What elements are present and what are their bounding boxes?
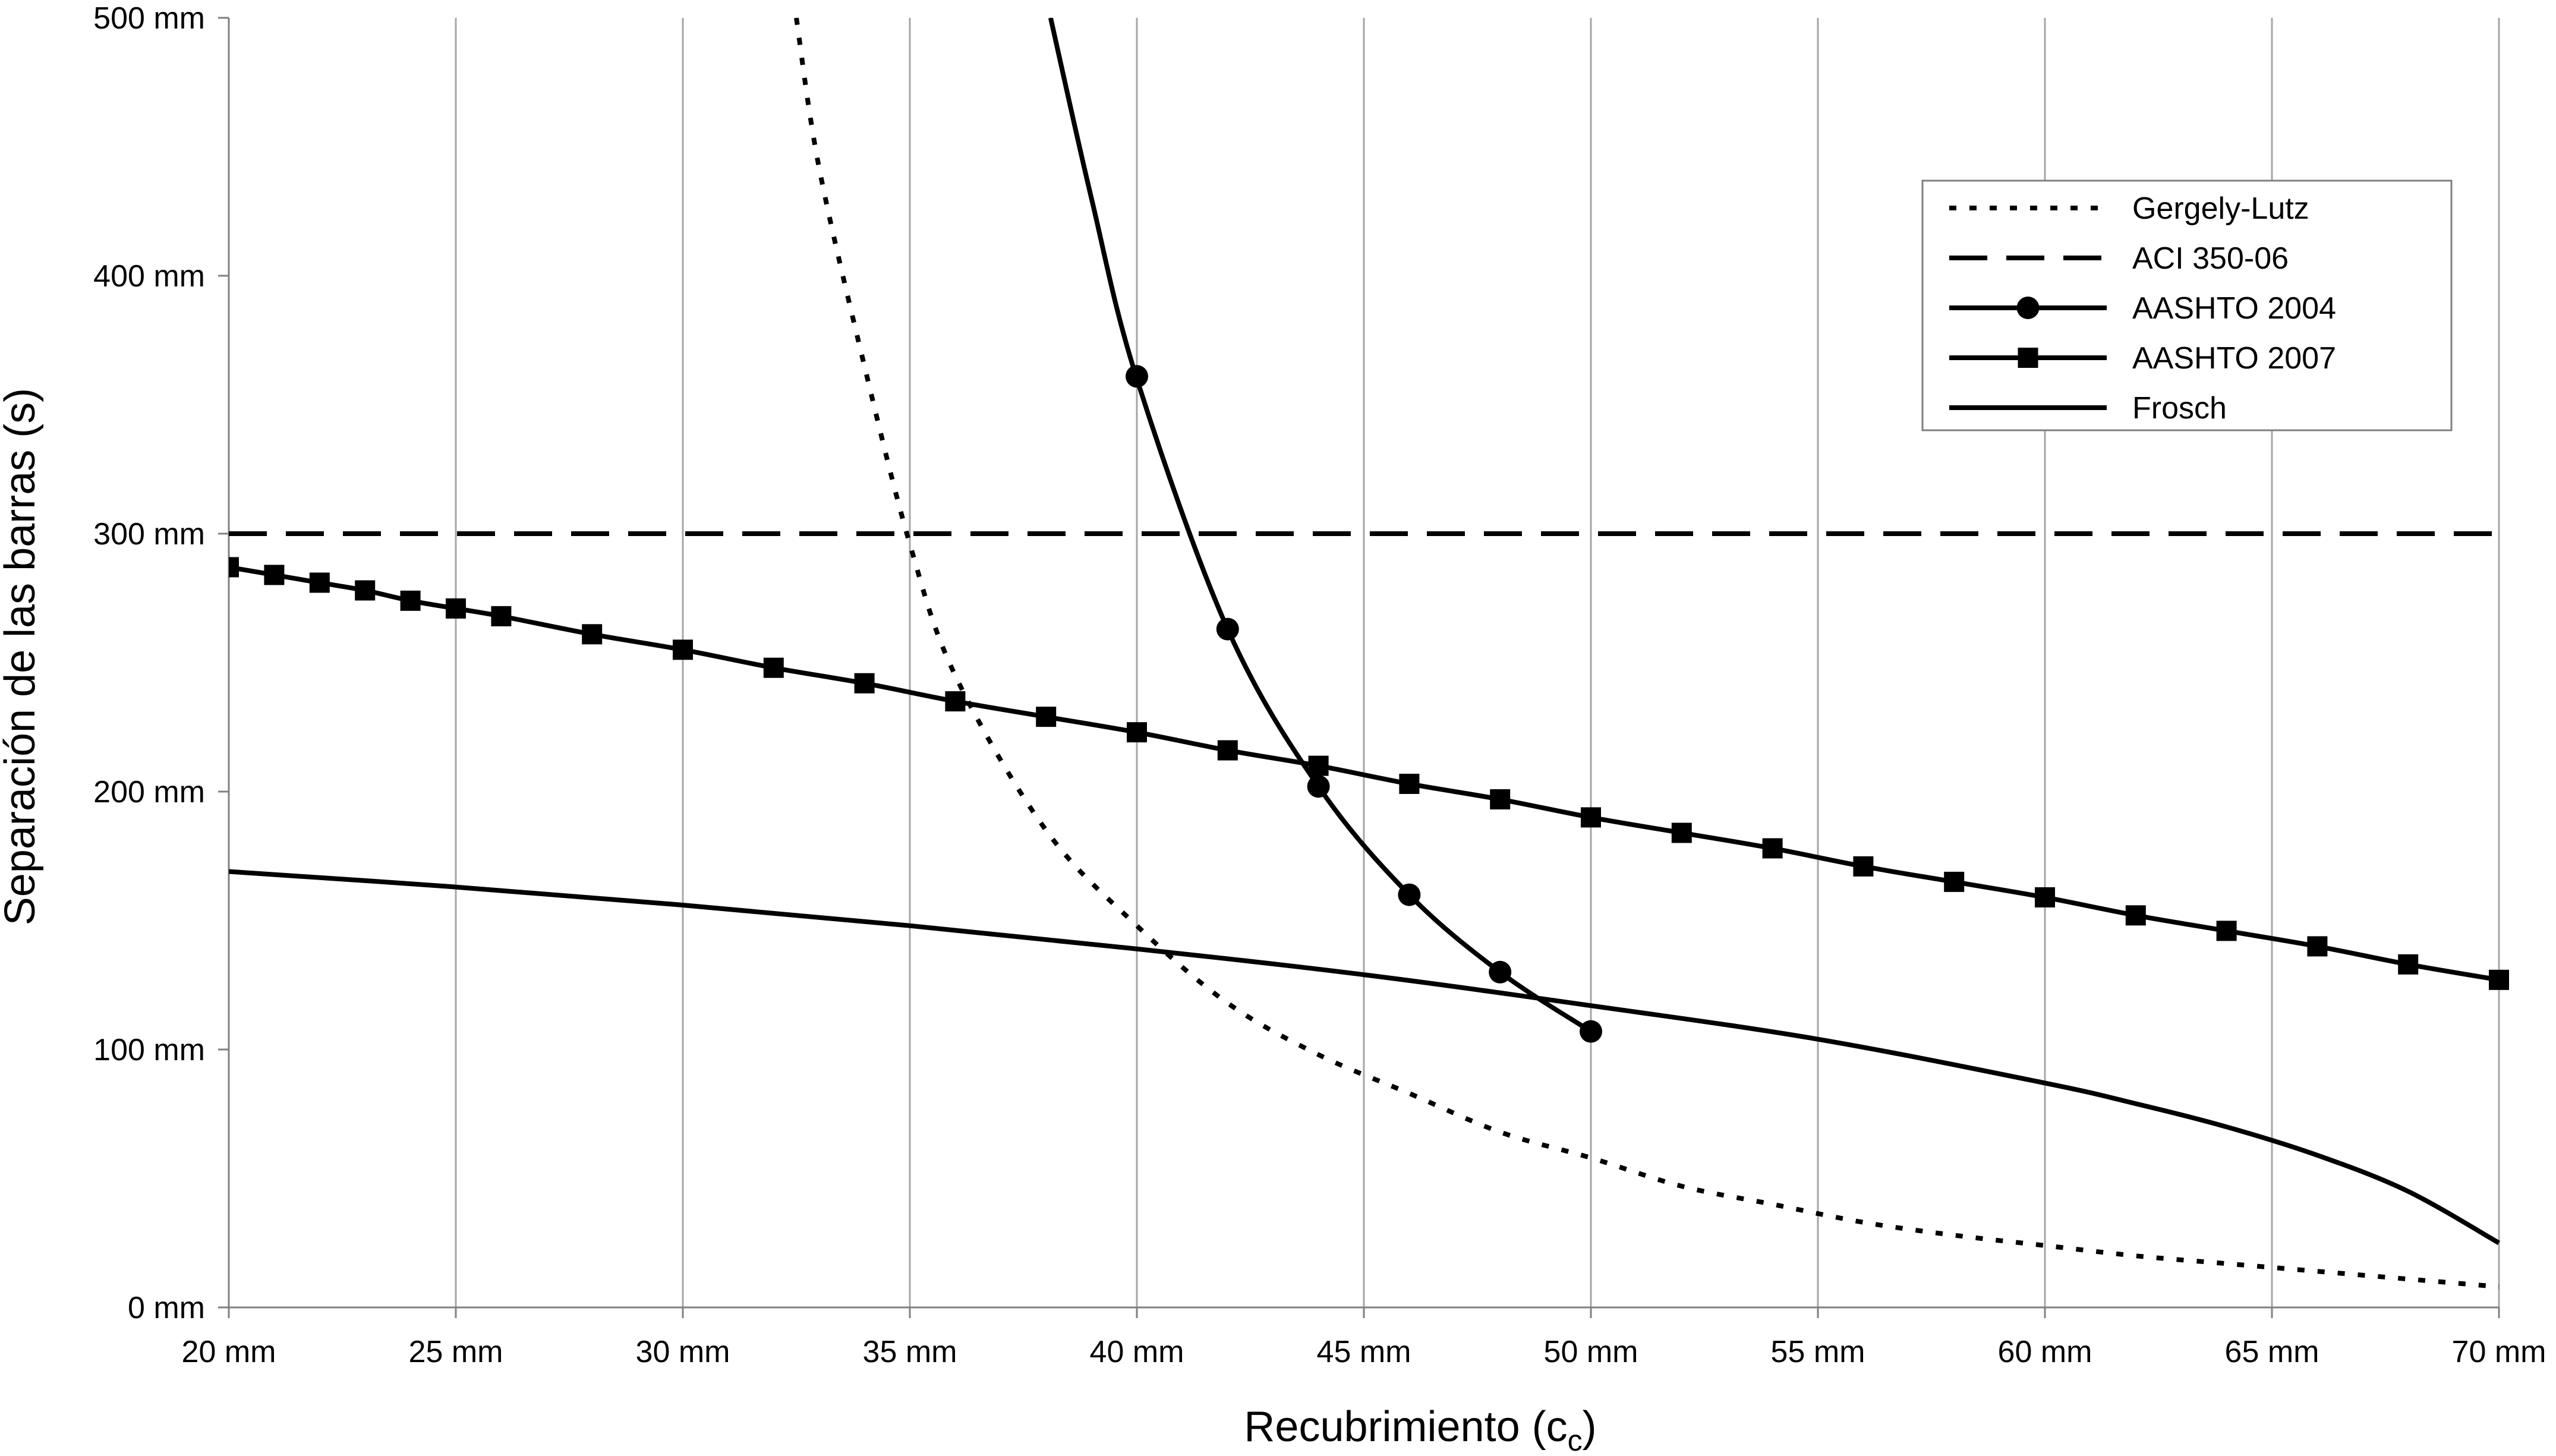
x-axis-title-main: Recubrimiento (c <box>1244 1403 1567 1451</box>
x-tick-label: 65 mm <box>2225 1335 2319 1369</box>
marker-aashto-2007 <box>229 557 239 578</box>
x-tick-label: 45 mm <box>1317 1335 1411 1369</box>
x-tick-label: 35 mm <box>863 1335 957 1369</box>
series-line-frosch <box>229 869 2500 1245</box>
marker-aashto-2007 <box>355 580 376 601</box>
marker-aashto-2007 <box>1217 740 1238 761</box>
y-tick-label: 300 mm <box>93 517 205 551</box>
marker-aashto-2007 <box>2216 921 2237 941</box>
marker-aashto-2004 <box>1126 365 1148 388</box>
marker-aashto-2007 <box>763 657 784 678</box>
marker-aashto-2007 <box>1308 755 1329 776</box>
marker-aashto-2004 <box>1489 960 1512 984</box>
x-tick-label: 70 mm <box>2452 1335 2546 1369</box>
marker-aashto-2007 <box>309 572 330 593</box>
series-line-gergely-lutz <box>794 18 2500 1290</box>
marker-aashto-2007 <box>1671 822 1692 843</box>
legend-label-aci-350-06: ACI 350-06 <box>2132 241 2289 276</box>
x-tick-label: 25 mm <box>409 1335 503 1369</box>
x-axis-title-subscript: c <box>1568 1424 1583 1456</box>
axes <box>218 17 2500 1318</box>
marker-aashto-2007 <box>582 624 603 645</box>
legend: Gergely-Lutz ACI 350-06 AASHTO 2004 AASHTO … <box>1921 179 2453 431</box>
series-gergely-lutz <box>794 18 2500 1290</box>
series-line-aashto-2004 <box>1048 18 1593 1033</box>
marker-aashto-2007 <box>400 590 421 611</box>
y-tick-label: 500 mm <box>93 1 205 36</box>
marker-aashto-2007 <box>1762 838 1783 859</box>
x-tick-label: 50 mm <box>1544 1335 1638 1369</box>
x-axis-title-suffix: ) <box>1583 1403 1597 1451</box>
y-tick-label: 100 mm <box>93 1033 205 1067</box>
marker-aashto-2007 <box>1399 773 1420 794</box>
y-axis-title: Separación de las barras (s) <box>0 388 44 925</box>
series-layer <box>229 18 2509 1290</box>
marker-aashto-2007 <box>491 606 512 626</box>
y-tick-label: 0 mm <box>128 1291 205 1325</box>
legend-label-gergely-lutz: Gergely-Lutz <box>2132 191 2309 226</box>
x-tick-label: 30 mm <box>636 1335 730 1369</box>
marker-aashto-2007 <box>1944 871 1965 892</box>
marker-aashto-2004 <box>1398 883 1421 906</box>
legend-label-aashto-2007: AASHTO 2007 <box>2132 341 2336 376</box>
legend-marker-circle <box>2016 297 2040 319</box>
marker-aashto-2007 <box>2035 887 2055 907</box>
marker-aashto-2007 <box>1853 856 1874 877</box>
series-aashto-2004 <box>1048 18 1602 1043</box>
legend-label-frosch: Frosch <box>2132 391 2227 426</box>
marker-aashto-2007 <box>945 691 966 712</box>
y-tick-label: 400 mm <box>93 259 205 294</box>
legend-marker-square <box>2018 348 2038 368</box>
legend-label-aashto-2004: AASHTO 2004 <box>2132 291 2336 326</box>
marker-aashto-2007 <box>2307 936 2328 957</box>
marker-aashto-2004 <box>1307 775 1330 798</box>
marker-aashto-2007 <box>264 565 285 585</box>
series-aashto-2007 <box>229 557 2509 990</box>
y-tick-label: 200 mm <box>93 775 205 809</box>
marker-aashto-2007 <box>1127 722 1147 743</box>
marker-aashto-2007 <box>1581 807 1601 828</box>
marker-aashto-2007 <box>1490 789 1511 810</box>
x-axis-title: Recubrimiento (cc) <box>1244 1403 1596 1456</box>
x-tick-label: 40 mm <box>1090 1335 1184 1369</box>
marker-aashto-2004 <box>1216 617 1239 641</box>
series-frosch <box>229 869 2500 1245</box>
x-tick-label: 55 mm <box>1771 1335 1865 1369</box>
x-tick-label: 20 mm <box>182 1335 276 1369</box>
x-tick-label: 60 mm <box>1998 1335 2092 1369</box>
marker-aashto-2007 <box>2489 969 2509 990</box>
marker-aashto-2007 <box>854 673 875 694</box>
marker-aashto-2007 <box>2398 954 2419 975</box>
marker-aashto-2004 <box>1580 1020 1602 1043</box>
marker-aashto-2007 <box>673 639 693 660</box>
tick-labels: 0 mm 100 mm 200 mm 300 mm 400 mm 500 mm 20 mm 2… <box>93 1 2546 1369</box>
marker-aashto-2007 <box>446 598 466 619</box>
marker-aashto-2007 <box>2125 905 2146 926</box>
marker-aashto-2007 <box>1036 707 1057 727</box>
